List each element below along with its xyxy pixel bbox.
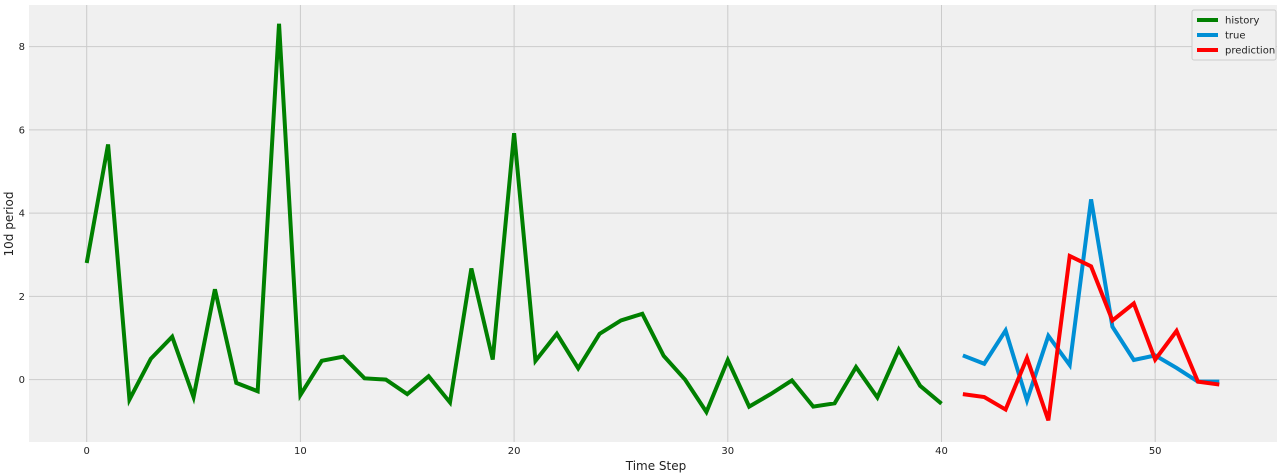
series-line-history [84,23,943,417]
x-tick-label: 0 [84,446,90,457]
x-axis-label: Time Step [625,459,687,473]
series-lines [84,23,1220,422]
legend: history true prediction [1191,9,1277,61]
y-axis-label: 10d period [2,192,16,257]
x-tick-label: 30 [721,446,734,457]
plot-background [29,5,1277,442]
series-line-true [962,199,1220,407]
legend-box [1191,9,1277,61]
x-tick-label: 10 [294,446,307,457]
legend-label-prediction: prediction [1225,46,1275,57]
x-tick-label: 40 [935,446,948,457]
y-tick-label: 6 [19,125,25,136]
legend-label-history: history [1225,16,1259,27]
y-tick-label: 8 [19,42,25,53]
legend-label-true: true [1225,31,1246,42]
grid-lines [29,5,1277,442]
tick-labels: 0 10 20 30 40 50 0 2 4 6 8 [19,42,1162,457]
x-tick-label: 20 [508,446,521,457]
y-tick-label: 4 [19,209,25,220]
y-tick-label: 2 [19,292,25,303]
series-line-prediction [962,252,1220,422]
x-tick-label: 50 [1149,446,1162,457]
y-tick-label: 0 [19,375,25,386]
